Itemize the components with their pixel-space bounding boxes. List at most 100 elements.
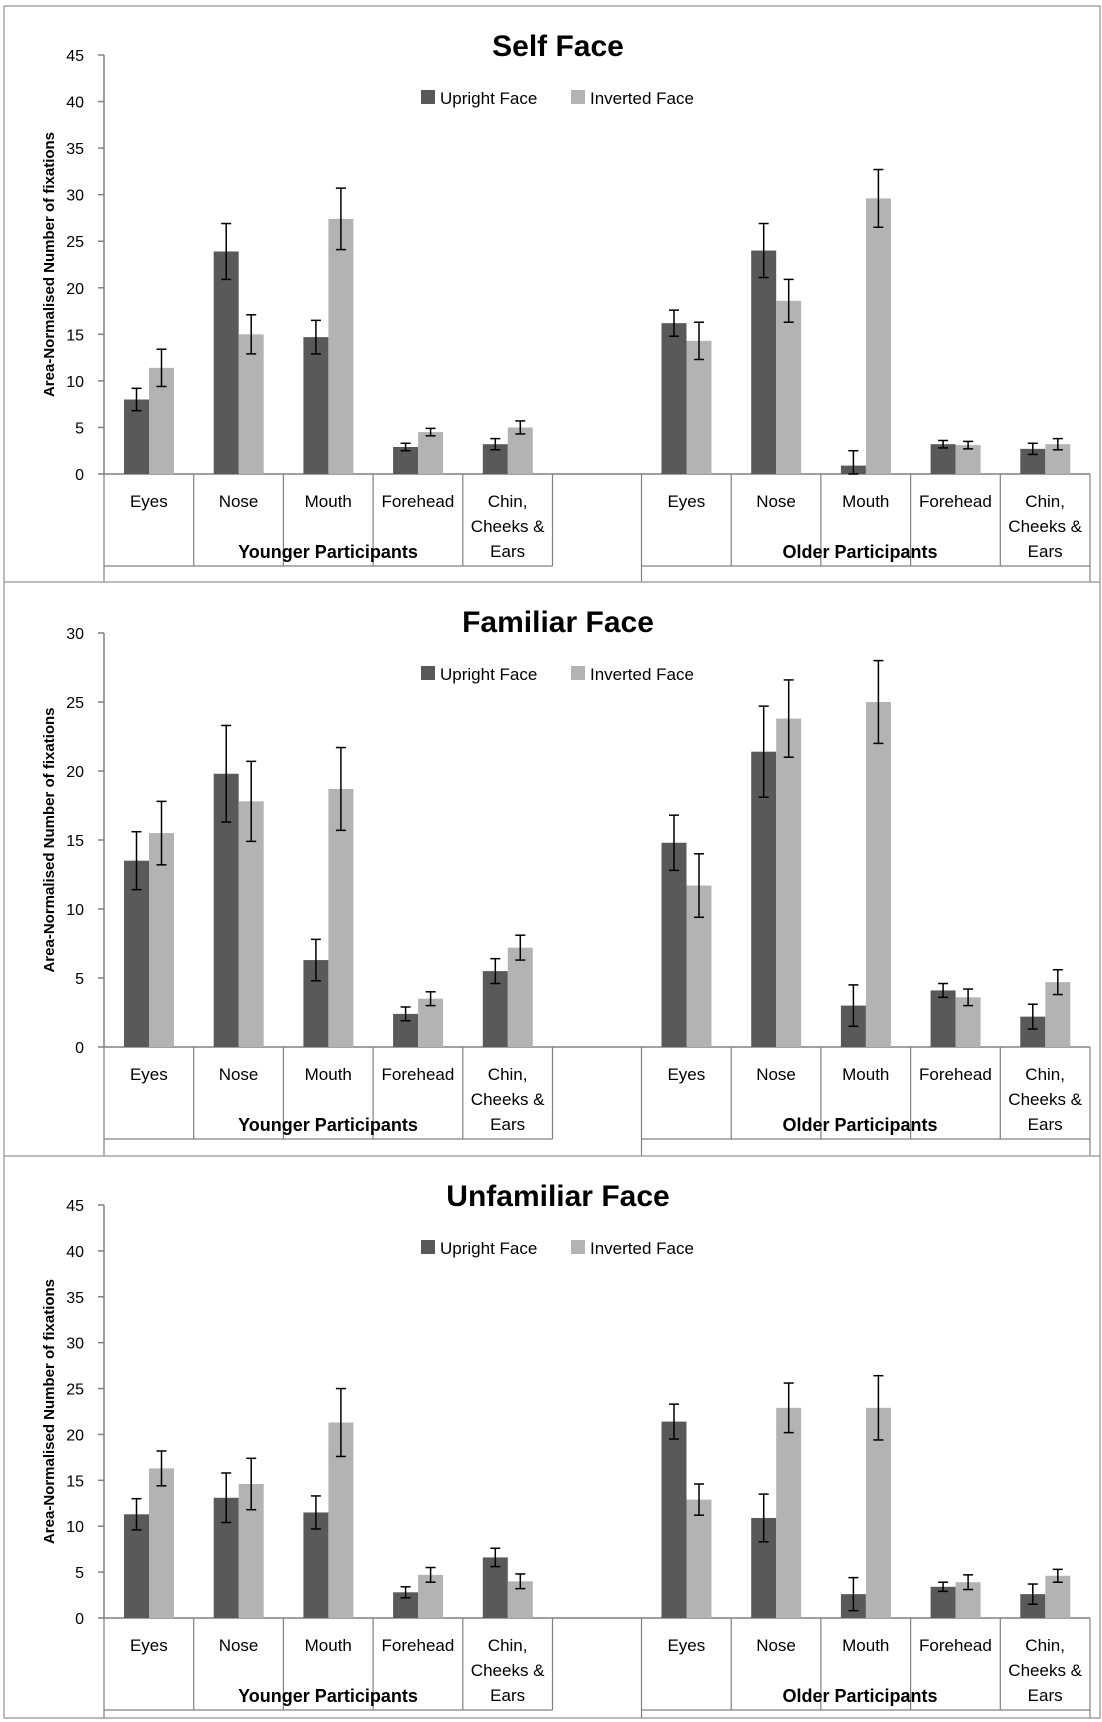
y-tick-label: 30 bbox=[66, 188, 84, 205]
x-tick-label: Chin, Cheeks & Ears bbox=[471, 1065, 545, 1134]
bar-inverted bbox=[776, 300, 802, 474]
y-tick-label: 0 bbox=[75, 467, 84, 484]
y-axis-label: Area-Normalised Number of fixations bbox=[41, 1279, 58, 1544]
y-tick-label: 40 bbox=[66, 95, 84, 112]
x-tick-label-line: Eyes bbox=[130, 1636, 168, 1655]
y-tick-label: 20 bbox=[66, 764, 84, 781]
y-tick-label: 30 bbox=[66, 626, 84, 643]
x-tick-label: Nose bbox=[756, 492, 796, 511]
x-tick-label-line: Cheeks & bbox=[1008, 517, 1082, 536]
legend-swatch-upright bbox=[421, 666, 435, 680]
bar-upright bbox=[661, 323, 687, 474]
x-tick-label-line: Eyes bbox=[667, 1636, 705, 1655]
chart-panel-3: Unfamiliar Face Upright Face Inverted Face… bbox=[4, 1155, 1100, 1718]
x-tick-label-line: Mouth bbox=[842, 1065, 889, 1084]
x-tick-label-line: Eyes bbox=[667, 492, 705, 511]
x-tick-label: Chin, Cheeks & Ears bbox=[471, 492, 545, 561]
bar-upright bbox=[661, 842, 687, 1047]
x-tick-label-line: Ears bbox=[490, 1686, 525, 1705]
x-tick-label: Mouth bbox=[305, 1636, 352, 1655]
x-tick-label-line: Chin, bbox=[488, 1065, 528, 1084]
bar-upright bbox=[930, 990, 956, 1047]
y-tick-label: 35 bbox=[66, 1290, 84, 1307]
y-tick-label: 10 bbox=[66, 374, 84, 391]
y-tick-label: 45 bbox=[66, 1198, 84, 1215]
x-tick-label-line: Ears bbox=[490, 542, 525, 561]
legend-swatch-upright bbox=[421, 1240, 435, 1254]
group-label-older: Older Participants bbox=[782, 1686, 937, 1706]
bar-upright bbox=[213, 251, 239, 474]
x-tick-label-line: Forehead bbox=[919, 492, 992, 511]
x-tick-label-line: Mouth bbox=[305, 1065, 352, 1084]
x-tick-label-line: Mouth bbox=[842, 1636, 889, 1655]
x-tick-label-line: Mouth bbox=[842, 492, 889, 511]
x-tick-label-line: Ears bbox=[1028, 542, 1063, 561]
x-tick-label-line: Nose bbox=[219, 1065, 259, 1084]
bar-inverted bbox=[328, 788, 354, 1047]
x-tick-label-line: Forehead bbox=[382, 1065, 455, 1084]
x-tick-label-line: Nose bbox=[219, 492, 259, 511]
y-tick-label: 30 bbox=[66, 1336, 84, 1353]
group-label-younger: Younger Participants bbox=[238, 1115, 418, 1135]
legend-swatch-inverted bbox=[571, 90, 585, 104]
x-tick-label-line: Cheeks & bbox=[1008, 1661, 1082, 1680]
figure-border bbox=[3, 5, 1101, 1719]
y-tick-label: 5 bbox=[75, 971, 84, 988]
x-tick-label: Nose bbox=[219, 1065, 259, 1084]
y-tick-label: 0 bbox=[75, 1040, 84, 1057]
bar-inverted bbox=[507, 947, 533, 1047]
x-tick-label: Mouth bbox=[305, 1065, 352, 1084]
x-tick-label-line: Cheeks & bbox=[1008, 1090, 1082, 1109]
x-tick-label-line: Eyes bbox=[667, 1065, 705, 1084]
bar-upright bbox=[124, 399, 149, 474]
x-tick-label-line: Cheeks & bbox=[471, 1090, 545, 1109]
x-tick-label: Chin, Cheeks & Ears bbox=[1008, 492, 1082, 561]
x-tick-label: Eyes bbox=[667, 1636, 705, 1655]
y-tick-label: 15 bbox=[66, 1473, 84, 1490]
x-tick-label-line: Chin, bbox=[1025, 1636, 1065, 1655]
x-tick-label: Mouth bbox=[842, 1636, 889, 1655]
x-tick-label-line: Nose bbox=[756, 492, 796, 511]
x-tick-label-line: Chin, bbox=[1025, 492, 1065, 511]
bar-upright bbox=[930, 444, 956, 474]
x-tick-label: Forehead bbox=[919, 492, 992, 511]
x-tick-label: Forehead bbox=[919, 1065, 992, 1084]
y-tick-label: 25 bbox=[66, 1382, 84, 1399]
chart-title: Self Face bbox=[492, 30, 624, 63]
y-tick-label: 15 bbox=[66, 327, 84, 344]
x-tick-label: Nose bbox=[219, 1636, 259, 1655]
bar-inverted bbox=[865, 702, 891, 1047]
bar-inverted bbox=[238, 801, 264, 1047]
x-tick-label-line: Ears bbox=[1028, 1686, 1063, 1705]
group-label-older: Older Participants bbox=[782, 1115, 937, 1135]
legend-label-upright: Upright Face bbox=[440, 665, 537, 684]
group-label-older: Older Participants bbox=[782, 542, 937, 562]
bar-upright bbox=[751, 751, 777, 1047]
x-tick-label-line: Eyes bbox=[130, 1065, 168, 1084]
bar-upright bbox=[303, 1512, 329, 1618]
y-tick-label: 5 bbox=[75, 1565, 84, 1582]
x-tick-label: Forehead bbox=[919, 1636, 992, 1655]
y-tick-label: 35 bbox=[66, 141, 84, 158]
y-tick-label: 15 bbox=[66, 833, 84, 850]
bar-inverted bbox=[238, 334, 264, 474]
legend-swatch-inverted bbox=[571, 666, 585, 680]
y-tick-label: 25 bbox=[66, 234, 84, 251]
x-tick-label: Eyes bbox=[130, 1636, 168, 1655]
y-tick-label: 40 bbox=[66, 1244, 84, 1261]
y-tick-label: 45 bbox=[66, 48, 84, 65]
bar-inverted bbox=[776, 718, 802, 1047]
y-tick-label: 20 bbox=[66, 281, 84, 298]
x-tick-label-line: Cheeks & bbox=[471, 1661, 545, 1680]
bar-inverted bbox=[686, 1499, 712, 1618]
chart-panel-2: Familiar Face Upright Face Inverted Face 0 5… bbox=[4, 581, 1100, 1156]
bar-upright bbox=[1020, 1594, 1046, 1618]
bar-inverted bbox=[686, 340, 712, 474]
y-tick-label: 5 bbox=[75, 420, 84, 437]
chart-title: Familiar Face bbox=[462, 606, 654, 639]
bar-upright bbox=[482, 1557, 508, 1618]
x-tick-label-line: Chin, bbox=[1025, 1065, 1065, 1084]
x-tick-label: Chin, Cheeks & Ears bbox=[1008, 1636, 1082, 1705]
y-tick-label: 25 bbox=[66, 695, 84, 712]
